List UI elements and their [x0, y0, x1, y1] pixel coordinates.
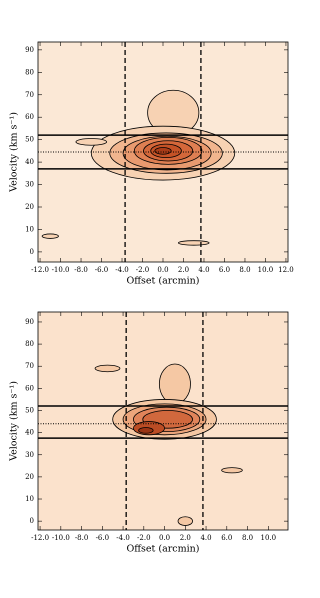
y-tick-label: 90: [25, 318, 34, 326]
x-tick-label: 12.0: [278, 266, 294, 274]
x-tick-label: 10.0: [258, 266, 274, 274]
y-tick-label: 30: [25, 181, 34, 189]
contour: [138, 427, 154, 434]
y-tick-label: 70: [25, 362, 34, 370]
plot-frame: [37, 311, 289, 531]
x-tick-label: 8.0: [242, 534, 253, 542]
x-tick-label: 2.0: [180, 534, 191, 542]
x-tick-label: -6.0: [96, 534, 110, 542]
x-tick-label: 6.0: [219, 266, 230, 274]
contour: [94, 364, 121, 373]
x-tick-label: 4.0: [200, 534, 211, 542]
x-tick-label: -4.0: [115, 266, 129, 274]
y-tick-label: 20: [25, 203, 34, 211]
y-tick-label: 30: [25, 451, 34, 459]
x-tick-label: 8.0: [239, 266, 250, 274]
y-tick-label: 60: [25, 384, 34, 392]
y-tick-label: 50: [25, 406, 34, 414]
y-tick-label: 20: [25, 473, 34, 481]
y-tick-label: 90: [25, 46, 34, 54]
y-tick-label: 10: [25, 225, 34, 233]
x-tick-label: 10.0: [260, 534, 276, 542]
contour: [221, 467, 243, 474]
x-tick-label: -2.0: [136, 266, 150, 274]
y-tick-label: 60: [25, 113, 34, 121]
y-tick-label: 10: [25, 495, 34, 503]
x-tick-label: 6.0: [221, 534, 232, 542]
y-axis-label: Velocity (km s⁻¹): [9, 112, 20, 193]
y-tick-label: 0: [30, 517, 34, 525]
x-tick-label: -10.0: [52, 534, 70, 542]
x-tick-label: 0.0: [157, 266, 168, 274]
x-tick-label: -8.0: [74, 266, 88, 274]
x-tick-label: -6.0: [95, 266, 109, 274]
y-tick-label: 70: [25, 91, 34, 99]
x-tick-label: 2.0: [178, 266, 189, 274]
contour: [177, 240, 210, 246]
y-tick-label: 40: [25, 429, 34, 437]
y-tick-label: 50: [25, 136, 34, 144]
contour: [154, 147, 172, 155]
y-axis-label: Velocity (km s⁻¹): [9, 381, 20, 462]
x-tick-label: -12.0: [31, 534, 49, 542]
contour: [41, 233, 59, 239]
y-tick-label: 80: [25, 68, 34, 76]
contours: [38, 312, 288, 530]
contours: [38, 42, 288, 262]
x-tick-label: 4.0: [198, 266, 209, 274]
x-axis-label: Offset (arcmin): [127, 544, 200, 555]
x-tick-label: -10.0: [52, 266, 70, 274]
x-tick-label: 0.0: [159, 534, 170, 542]
contour: [177, 516, 193, 526]
x-tick-label: -4.0: [116, 534, 130, 542]
contour: [158, 363, 191, 405]
y-tick-label: 0: [30, 248, 34, 256]
x-tick-label: -2.0: [137, 534, 151, 542]
x-tick-label: -8.0: [75, 534, 89, 542]
x-axis-label: Offset (arcmin): [127, 276, 200, 287]
x-tick-label: -12.0: [31, 266, 49, 274]
y-tick-label: 80: [25, 340, 34, 348]
y-tick-label: 40: [25, 158, 34, 166]
contour: [75, 138, 108, 146]
